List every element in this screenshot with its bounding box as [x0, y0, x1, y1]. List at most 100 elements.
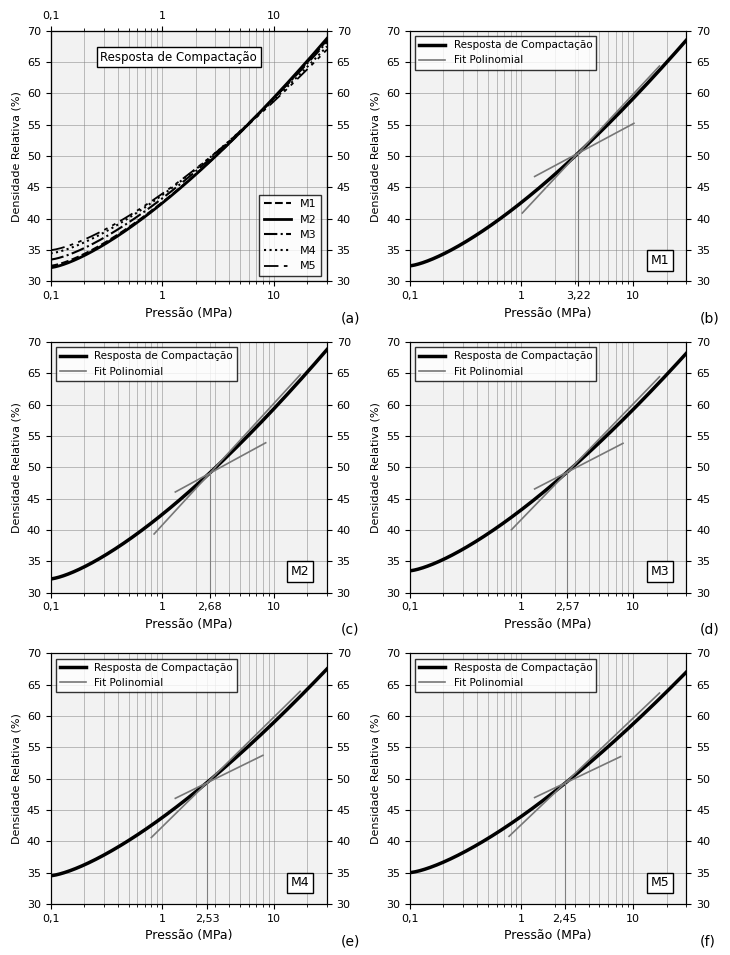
Fit Polinomial: [543, 477, 552, 488]
Fit Polinomial: [607, 755, 616, 767]
Fit Polinomial: [241, 758, 250, 770]
Resposta de Compactação: [656, 375, 665, 387]
Fit Polinomial: [569, 150, 577, 161]
Fit Polinomial: [185, 478, 194, 490]
Fit Polinomial: [177, 483, 185, 495]
Text: M1: M1: [650, 254, 669, 266]
Legend: Resposta de Compactação, Fit Polinomial: Resposta de Compactação, Fit Polinomial: [415, 36, 596, 70]
Fit Polinomial: [208, 466, 217, 478]
Resposta de Compactação: [570, 151, 579, 162]
X-axis label: Pressão (MPa): Pressão (MPa): [504, 307, 592, 320]
Fit Polinomial: [568, 464, 577, 476]
Fit Polinomial: [536, 480, 545, 492]
Fit Polinomial: [557, 469, 566, 480]
Fit Polinomial: [173, 792, 182, 803]
Resposta de Compactação: [569, 152, 578, 163]
Fit Polinomial: [234, 762, 242, 774]
Y-axis label: Densidade Relativa (%): Densidade Relativa (%): [370, 91, 380, 222]
Fit Polinomial: [251, 753, 260, 765]
Legend: Resposta de Compactação, Fit Polinomial: Resposta de Compactação, Fit Polinomial: [415, 659, 596, 692]
Fit Polinomial: [250, 443, 259, 455]
Fit Polinomial: [537, 789, 546, 800]
Fit Polinomial: [538, 166, 547, 178]
X-axis label: Pressão (MPa): Pressão (MPa): [504, 618, 592, 631]
Fit Polinomial: [532, 791, 541, 802]
Fit Polinomial: [258, 750, 267, 761]
Fit Polinomial: [591, 452, 600, 463]
Fit Polinomial: [201, 470, 210, 481]
Text: M3: M3: [650, 565, 669, 578]
Fit Polinomial: [247, 754, 256, 766]
Fit Polinomial: [597, 135, 606, 146]
Fit Polinomial: [593, 762, 602, 774]
Fit Polinomial: [546, 784, 555, 796]
Fit Polinomial: [196, 780, 204, 792]
Fit Polinomial: [626, 119, 634, 131]
Fit Polinomial: [537, 167, 545, 179]
Fit Polinomial: [189, 477, 198, 488]
Fit Polinomial: [577, 769, 586, 780]
Fit Polinomial: [597, 449, 606, 460]
Fit Polinomial: [575, 460, 584, 472]
Fit Polinomial: [255, 440, 264, 452]
Fit Polinomial: [618, 437, 627, 449]
Fit Polinomial: [623, 121, 632, 133]
Fit Polinomial: [607, 130, 616, 141]
Resposta de Compactação: [47, 573, 55, 584]
Fit Polinomial: [585, 766, 593, 777]
Fit Polinomial: [236, 451, 245, 462]
Fit Polinomial: [579, 458, 588, 470]
Fit Polinomial: [601, 447, 610, 458]
Fit Polinomial: [219, 769, 228, 780]
Fit Polinomial: [206, 467, 215, 478]
Resposta de Compactação: [215, 766, 224, 777]
Resposta de Compactação: [296, 373, 305, 385]
Fit Polinomial: [610, 442, 618, 454]
Resposta de Compactação: [656, 64, 665, 75]
Resposta de Compactação: [323, 344, 331, 355]
Fit Polinomial: [566, 151, 575, 162]
Text: (d): (d): [700, 623, 720, 637]
Fit Polinomial: [573, 148, 582, 159]
Fit Polinomial: [177, 790, 185, 801]
Resposta de Compactação: [47, 870, 55, 881]
Fit Polinomial: [234, 452, 242, 463]
Resposta de Compactação: [210, 771, 218, 782]
Fit Polinomial: [585, 141, 593, 153]
Fit Polinomial: [182, 480, 191, 492]
Resposta de Compactação: [570, 770, 579, 781]
Fit Polinomial: [589, 139, 598, 151]
Fit Polinomial: [180, 481, 189, 493]
Line: Fit Polinomial: Fit Polinomial: [534, 756, 620, 797]
Fit Polinomial: [202, 469, 211, 480]
Fit Polinomial: [563, 466, 572, 478]
Resposta de Compactação: [279, 393, 288, 404]
Fit Polinomial: [602, 133, 610, 144]
Fit Polinomial: [583, 767, 592, 778]
Fit Polinomial: [239, 759, 247, 771]
Line: Resposta de Compactação: Resposta de Compactação: [50, 350, 327, 579]
Fit Polinomial: [574, 461, 583, 473]
Y-axis label: Densidade Relativa (%): Densidade Relativa (%): [11, 713, 21, 844]
Fit Polinomial: [191, 783, 199, 795]
Text: M5: M5: [650, 877, 669, 889]
Fit Polinomial: [253, 753, 262, 764]
Fit Polinomial: [214, 772, 223, 783]
Fit Polinomial: [577, 459, 586, 471]
Fit Polinomial: [562, 776, 571, 788]
Fit Polinomial: [207, 775, 215, 787]
Fit Polinomial: [548, 783, 556, 795]
Text: (f): (f): [700, 934, 716, 948]
Fit Polinomial: [183, 787, 192, 798]
Fit Polinomial: [553, 159, 561, 170]
Fit Polinomial: [599, 759, 607, 771]
Resposta de Compactação: [211, 770, 220, 781]
Fit Polinomial: [561, 467, 569, 478]
Fit Polinomial: [591, 138, 600, 150]
Resposta de Compactação: [575, 456, 583, 467]
Fit Polinomial: [246, 755, 255, 767]
Fit Polinomial: [255, 752, 264, 763]
Fit Polinomial: [556, 470, 564, 481]
Fit Polinomial: [182, 787, 191, 798]
Legend: Resposta de Compactação, Fit Polinomial: Resposta de Compactação, Fit Polinomial: [415, 348, 596, 381]
